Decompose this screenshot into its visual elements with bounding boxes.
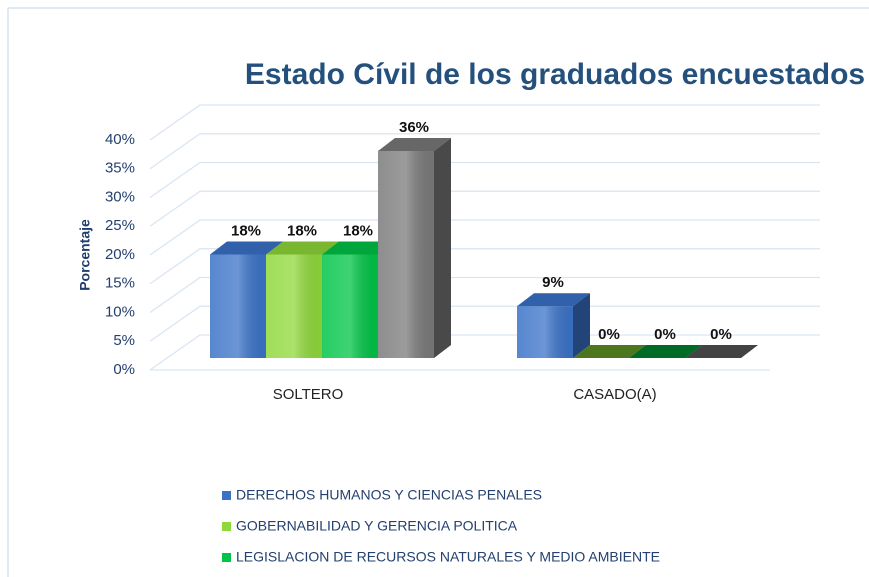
data-label: 36%	[399, 119, 429, 136]
grid-line	[149, 219, 820, 256]
data-label: 0%	[654, 326, 676, 343]
y-axis-label: Porcentaje	[77, 219, 93, 291]
grid-line	[149, 190, 820, 227]
legend-swatch	[222, 491, 231, 500]
data-label: 18%	[343, 222, 373, 239]
x-tick-label: CASADO(A)	[573, 386, 656, 403]
bar-side-shade	[434, 138, 451, 358]
legend-label: GOBERNABILIDAD Y GERENCIA POLITICA	[236, 518, 518, 534]
bar-side-shade	[573, 293, 590, 358]
grid-line	[149, 334, 820, 371]
grid-line	[149, 305, 820, 342]
bar-side	[573, 293, 590, 358]
bar-top	[378, 138, 451, 151]
y-tick-label: 10%	[105, 303, 135, 320]
y-tick-label: 15%	[105, 275, 135, 292]
legend-swatch	[222, 553, 231, 562]
bar-top-shade	[629, 345, 702, 358]
legend-label: LEGISLACION DE RECURSOS NATURALES Y MEDI…	[236, 549, 660, 565]
data-label: 0%	[598, 326, 620, 343]
data-label: 18%	[231, 222, 261, 239]
y-tick-label: 0%	[113, 361, 135, 378]
grid-line	[149, 276, 820, 314]
data-label: 9%	[542, 274, 564, 291]
y-tick-label: 35%	[105, 160, 135, 177]
grid	[149, 104, 820, 371]
data-label: 0%	[710, 326, 732, 343]
bar-top	[573, 345, 646, 358]
bars	[210, 138, 758, 358]
bar-shine	[210, 254, 266, 358]
bar-top-shade	[573, 345, 646, 358]
y-tick-label: 25%	[105, 217, 135, 234]
bar-shine	[517, 306, 573, 358]
bar-side	[434, 138, 451, 358]
bar-top	[210, 241, 283, 255]
bar-shine	[378, 151, 434, 358]
bar-top-shade	[210, 241, 283, 255]
labels: 0% 5% 10% 15% 20% 25% 30% 35% 40% SOLTERO 18% 18% 18…	[105, 119, 732, 565]
bar-top	[266, 241, 339, 255]
bar-top	[322, 241, 395, 255]
legend-label: DERECHOS HUMANOS Y CIENCIAS PENALES	[236, 487, 542, 503]
bar-top-shade	[378, 138, 451, 151]
bar-top-shade	[517, 293, 590, 307]
legend-swatch	[222, 522, 231, 531]
grid-line	[149, 161, 820, 199]
bar-shine	[266, 254, 322, 358]
grid-line	[149, 248, 820, 285]
bar-top	[629, 345, 702, 358]
x-tick-label: SOLTERO	[273, 386, 344, 403]
bar-top	[517, 293, 590, 307]
grid-line	[149, 133, 820, 170]
y-tick-label: 30%	[105, 188, 135, 205]
data-label: 18%	[287, 222, 317, 239]
bar-top-shade	[266, 241, 339, 255]
bar-top	[685, 345, 758, 358]
y-tick-label: 40%	[105, 131, 135, 148]
bar-top-shade	[322, 241, 395, 255]
grid-line	[149, 104, 820, 141]
chart-title: Estado Cívil de los graduados encuestado…	[245, 58, 865, 91]
bar-top-shade	[685, 345, 758, 358]
bar-shine	[322, 254, 378, 358]
y-tick-label: 5%	[113, 332, 135, 349]
y-tick-label: 20%	[105, 246, 135, 263]
